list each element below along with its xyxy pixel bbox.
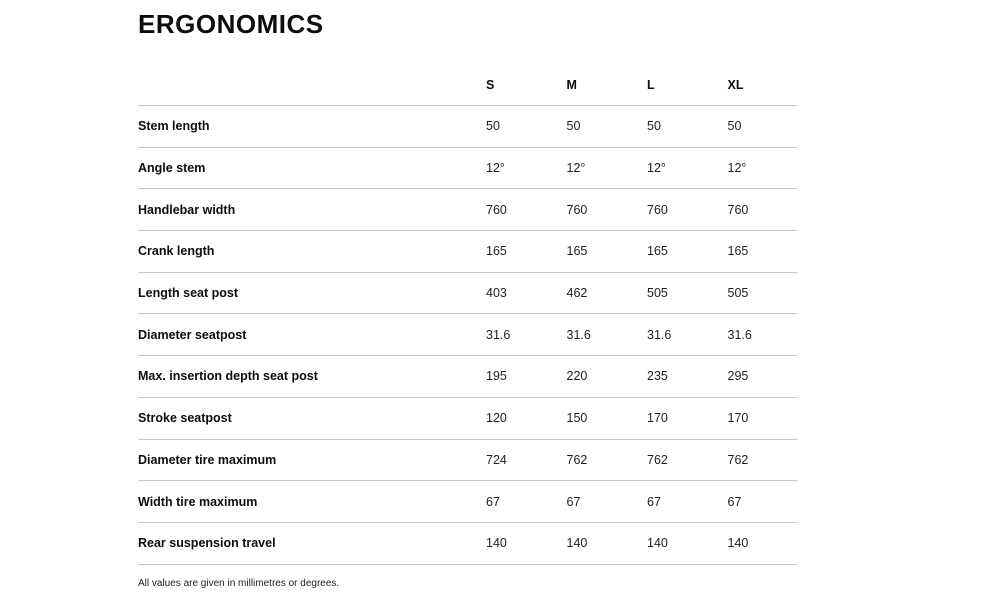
cell-value: 67	[486, 494, 500, 509]
cell-value: 235	[647, 369, 668, 384]
cell-value: 140	[727, 536, 749, 551]
cell-value: 12°	[566, 161, 586, 176]
table-footnote: All values are given in millimetres or d…	[138, 577, 340, 589]
column-header-l: L	[647, 78, 655, 92]
cell-value: 760	[647, 202, 668, 217]
spec-row: Stroke seatpost 120 150 170 170	[138, 398, 797, 440]
cell-value: 140	[647, 536, 668, 551]
cell-value: 140	[566, 536, 588, 551]
column-header-m: M	[566, 78, 577, 92]
spec-row: Max. insertion depth seat post 195 220 235 2…	[138, 356, 797, 398]
row-label: Crank length	[138, 244, 215, 259]
cell-value: 150	[566, 411, 588, 426]
cell-value: 31.6	[486, 327, 511, 342]
cell-value: 505	[727, 286, 749, 301]
cell-value: 170	[727, 411, 749, 426]
cell-value: 762	[727, 452, 749, 467]
cell-value: 50	[727, 119, 742, 134]
table-header-row: S M L XL	[138, 38, 797, 106]
cell-value: 31.6	[647, 327, 672, 342]
row-label: Rear suspension travel	[138, 536, 276, 551]
cell-value: 220	[566, 369, 588, 384]
cell-value: 760	[566, 202, 588, 217]
cell-value: 165	[727, 244, 749, 259]
cell-value: 31.6	[566, 327, 591, 342]
cell-value: 67	[566, 494, 581, 509]
cell-value: 50	[647, 119, 661, 134]
cell-value: 170	[647, 411, 668, 426]
cell-value: 462	[566, 286, 588, 301]
row-label: Stem length	[138, 119, 210, 134]
cell-value: 760	[486, 202, 507, 217]
row-label: Length seat post	[138, 286, 239, 301]
spec-row: Diameter tire maximum 724 762 762 762	[138, 440, 797, 482]
column-header-s: S	[486, 78, 495, 92]
cell-value: 50	[486, 119, 500, 134]
cell-value: 165	[647, 244, 668, 259]
spec-row: Rear suspension travel 140 140 140 140	[138, 523, 797, 565]
cell-value: 50	[566, 119, 581, 134]
cell-value: 165	[486, 244, 507, 259]
cell-value: 760	[727, 202, 749, 217]
cell-value: 762	[647, 452, 668, 467]
spec-row: Width tire maximum 67 67 67 67	[138, 481, 797, 523]
cell-value: 505	[647, 286, 668, 301]
cell-value: 724	[486, 452, 507, 467]
cell-value: 165	[566, 244, 588, 259]
table-body: Stem length 50 50 50 50 Angle stem 12° 12° 12° 12…	[138, 106, 797, 565]
row-label: Stroke seatpost	[138, 411, 232, 426]
spec-row: Handlebar width 760 760 760 760	[138, 189, 797, 232]
row-label: Handlebar width	[138, 202, 236, 217]
row-label: Max. insertion depth seat post	[138, 369, 318, 384]
page-title: ERGONOMICS	[138, 9, 324, 39]
cell-value: 195	[486, 369, 507, 384]
row-label: Diameter tire maximum	[138, 452, 277, 467]
cell-value: 295	[727, 369, 749, 384]
cell-value: 12°	[647, 161, 666, 176]
row-label: Width tire maximum	[138, 494, 258, 509]
cell-value: 12°	[486, 161, 505, 176]
cell-value: 67	[647, 494, 661, 509]
spec-row: Crank length 165 165 165 165	[138, 231, 797, 273]
cell-value: 762	[566, 452, 588, 467]
cell-value: 120	[486, 411, 507, 426]
spec-row: Stem length 50 50 50 50	[138, 106, 797, 148]
cell-value: 140	[486, 536, 507, 551]
ergonomics-spec-table: S M L XL Stem length 50 50 50 50 Angle stem 12° 12…	[138, 38, 797, 565]
cell-value: 31.6	[727, 327, 752, 342]
spec-row: Diameter seatpost 31.6 31.6 31.6 31.6	[138, 314, 797, 357]
spec-row: Length seat post 403 462 505 505	[138, 273, 797, 315]
spec-row: Angle stem 12° 12° 12° 12°	[138, 148, 797, 190]
cell-value: 67	[727, 494, 742, 509]
row-label: Angle stem	[138, 161, 206, 176]
column-header-xl: XL	[727, 78, 744, 92]
cell-value: 403	[486, 286, 507, 301]
content-column: ERGONOMICS S M L XL Stem length 50 50 50 50 Angl…	[138, 10, 797, 589]
cell-value: 12°	[727, 161, 747, 176]
row-label: Diameter seatpost	[138, 327, 247, 342]
